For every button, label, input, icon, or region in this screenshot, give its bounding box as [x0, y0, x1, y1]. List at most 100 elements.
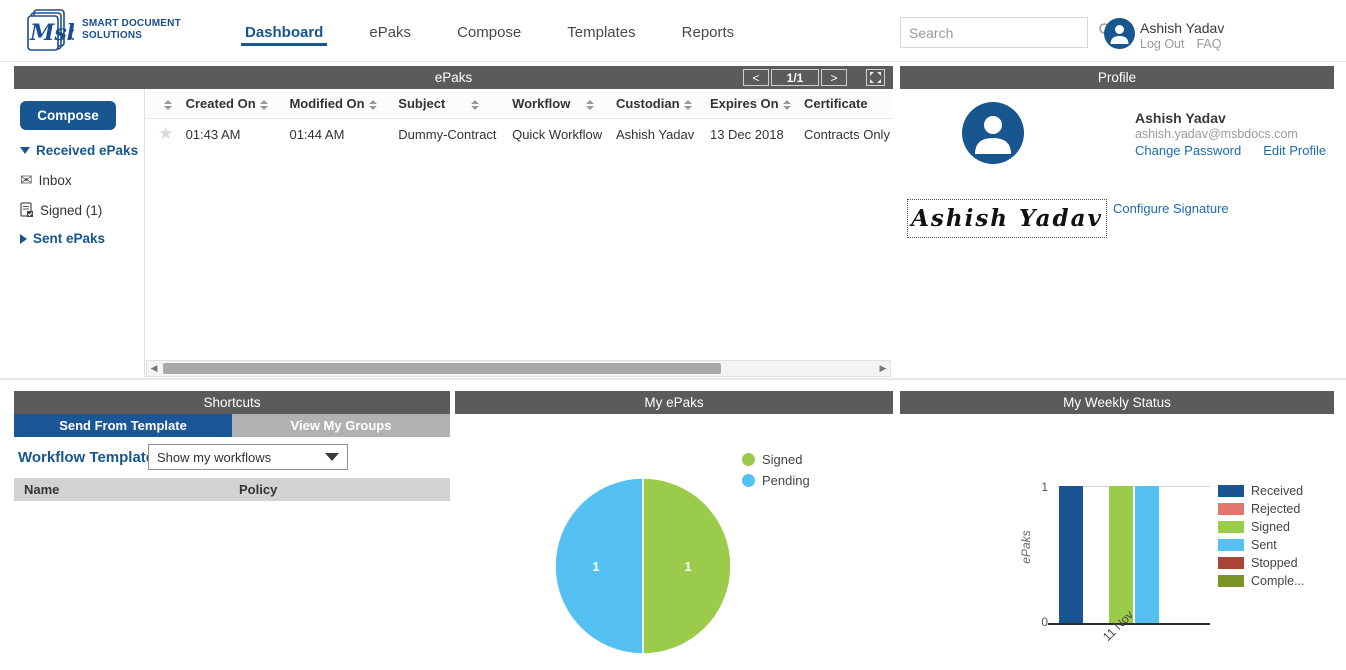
expand-icon[interactable]	[866, 69, 885, 86]
compose-button[interactable]: Compose	[20, 101, 116, 130]
shortcuts-tabs: Send From Template View My Groups	[14, 414, 450, 437]
profile-name: Ashish Yadav	[1135, 110, 1226, 126]
signed-label: Signed (1)	[40, 202, 103, 218]
chevron-down-icon	[20, 147, 30, 154]
logo-document-icon: Msb	[27, 9, 74, 51]
nav-epaks[interactable]: ePaks	[369, 24, 412, 41]
table-row[interactable]: ★ 01:43 AM 01:44 AM Dummy-Contract Quick…	[146, 119, 893, 149]
pie-slice-pending[interactable]	[554, 477, 644, 655]
pie-label-signed: 1	[684, 559, 691, 574]
sent-legend-label: Sent	[1251, 538, 1277, 552]
complete-legend-label: Comple...	[1251, 574, 1305, 588]
bar-slot-complete	[1184, 486, 1209, 623]
bar-slot-stopped	[1159, 486, 1184, 623]
star-icon[interactable]: ★	[158, 124, 174, 143]
sort-icon[interactable]	[368, 99, 377, 110]
signed-document-icon	[20, 202, 33, 217]
brand-logo[interactable]: Msb SMART DOCUMENT SOLUTIONS	[20, 7, 181, 53]
signed-legend-label: Signed	[762, 452, 803, 467]
nav-templates[interactable]: Templates	[567, 24, 636, 41]
scroll-left-icon[interactable]: ◀	[150, 363, 158, 373]
sort-icon[interactable]	[471, 99, 480, 110]
signed-swatch	[1218, 521, 1244, 533]
bar-received[interactable]	[1058, 486, 1083, 623]
faq-link[interactable]: FAQ	[1196, 37, 1222, 51]
rejected-legend-label: Rejected	[1251, 502, 1301, 516]
star-column-sort[interactable]	[146, 96, 186, 111]
bar-signed[interactable]	[1109, 486, 1134, 623]
pending-legend-label: Pending	[762, 473, 810, 488]
weekly-panel-title: My Weekly Status	[1063, 395, 1171, 410]
received-epaks-label: Received ePaks	[36, 143, 139, 158]
sort-icon[interactable]	[683, 99, 692, 110]
weekly-panel-header: My Weekly Status	[900, 391, 1334, 414]
search-input[interactable]	[901, 24, 1098, 41]
complete-swatch	[1218, 575, 1244, 587]
svg-text:Msb: Msb	[29, 20, 74, 46]
scrollbar-thumb[interactable]	[163, 363, 721, 374]
col-custodian[interactable]: Custodian	[616, 96, 710, 111]
configure-signature-link[interactable]: Configure Signature	[1113, 201, 1229, 216]
rejected-swatch	[1218, 503, 1244, 515]
page-prev-button[interactable]: <	[743, 69, 769, 86]
logout-link[interactable]: Log Out	[1140, 37, 1185, 51]
legend-item-received: Received	[1218, 484, 1305, 498]
sidebar-item-signed[interactable]: Signed (1)	[20, 202, 144, 218]
col-expires-on[interactable]: Expires On	[710, 96, 804, 111]
cell-subject: Dummy-Contract	[398, 126, 497, 142]
sort-icon[interactable]	[782, 99, 791, 110]
profile-links: Change Password Edit Profile	[1135, 143, 1326, 158]
change-password-link[interactable]: Change Password	[1135, 143, 1242, 158]
cell-certificate: Contracts Only	[803, 126, 890, 142]
page-indicator: 1/1	[771, 69, 819, 86]
col-certificate[interactable]: Certificate	[803, 96, 868, 111]
tab-send-from-template[interactable]: Send From Template	[14, 414, 232, 437]
nav-dashboard[interactable]: Dashboard	[240, 4, 328, 58]
page-next-button[interactable]: >	[821, 69, 847, 86]
legend-item-pending: Pending	[742, 473, 810, 488]
bar-sent[interactable]	[1134, 486, 1159, 623]
signature-preview: Ashish Yadav	[907, 199, 1107, 238]
pie-legend: Signed Pending	[742, 452, 810, 488]
col-created-on[interactable]: Created On	[186, 96, 290, 111]
signed-legend-dot	[742, 453, 755, 466]
col-workflow[interactable]: Workflow	[512, 96, 616, 111]
workflow-dropdown[interactable]: Show my workflows	[148, 444, 348, 470]
signed-legend-label: Signed	[1251, 520, 1290, 534]
legend-item-sent: Sent	[1218, 538, 1305, 552]
tab-view-my-groups[interactable]: View My Groups	[232, 414, 450, 437]
chevron-right-icon	[20, 233, 27, 244]
epaks-table-header: Created On Modified On Subject Workflow …	[146, 89, 893, 119]
nav-reports[interactable]: Reports	[681, 24, 735, 41]
scroll-right-icon[interactable]: ▶	[879, 363, 887, 373]
cell-created-on: 01:43 AM	[185, 126, 241, 142]
legend-item-complete: Comple...	[1218, 574, 1305, 588]
sort-icon[interactable]	[586, 99, 595, 110]
search-box	[900, 17, 1114, 48]
pending-legend-dot	[742, 474, 755, 487]
workflow-dropdown-value: Show my workflows	[157, 449, 272, 465]
envelope-icon: ✉	[20, 172, 33, 189]
pie-slice-signed[interactable]	[642, 477, 732, 655]
col-modified-on[interactable]: Modified On	[289, 96, 398, 111]
top-bar: Msb SMART DOCUMENT SOLUTIONS Dashboard e…	[0, 0, 1346, 62]
profile-avatar	[962, 102, 1024, 164]
received-swatch	[1218, 485, 1244, 497]
legend-item-signed: Signed	[1218, 520, 1305, 534]
nav-compose[interactable]: Compose	[457, 24, 522, 41]
col-subject[interactable]: Subject	[398, 96, 512, 111]
main-nav: Dashboard ePaks Compose Templates Report…	[240, 0, 736, 62]
horizontal-scrollbar[interactable]: ◀ ▶	[146, 360, 891, 377]
sidebar-item-inbox[interactable]: ✉ Inbox	[20, 171, 144, 189]
sort-icon[interactable]	[259, 99, 268, 110]
profile-email: ashish.yadav@msbdocs.com	[1135, 127, 1298, 141]
pie-label-pending: 1	[592, 559, 599, 574]
sidebar-item-sent-epaks[interactable]: Sent ePaks	[20, 231, 144, 246]
edit-profile-link[interactable]: Edit Profile	[1263, 143, 1327, 158]
received-legend-label: Received	[1251, 484, 1304, 498]
y-axis-label: ePaks	[1019, 530, 1033, 564]
user-avatar-icon[interactable]	[1104, 18, 1135, 49]
bar-legend: Received Rejected Signed Sent Stopped Co…	[1218, 484, 1305, 588]
scrollbar-track[interactable]	[161, 363, 876, 374]
sidebar-item-received-epaks[interactable]: Received ePaks	[20, 143, 144, 158]
